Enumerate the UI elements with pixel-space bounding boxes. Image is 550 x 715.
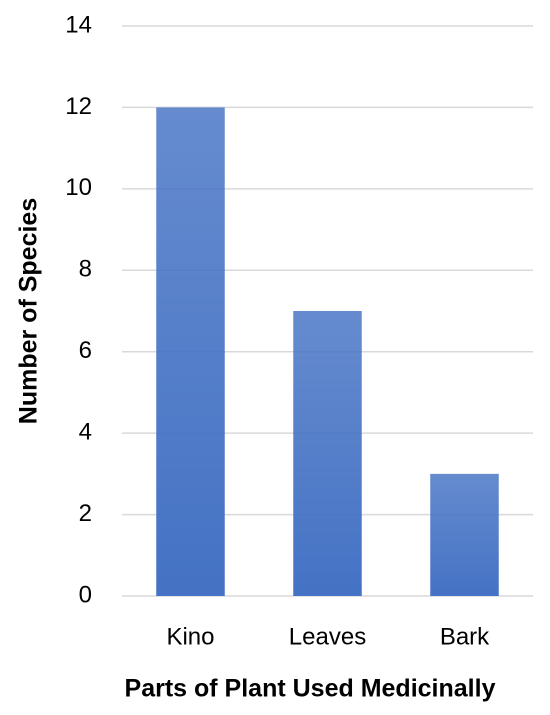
y-tick-label: 2 bbox=[79, 500, 92, 527]
y-tick-label: 0 bbox=[79, 581, 92, 608]
x-tick-label: Bark bbox=[440, 623, 490, 650]
y-tick-label: 6 bbox=[79, 337, 92, 364]
bar bbox=[156, 107, 225, 596]
bar bbox=[430, 473, 499, 596]
y-tick-label: 12 bbox=[65, 93, 92, 120]
y-tick-label: 10 bbox=[65, 174, 92, 201]
x-tick-label: Leaves bbox=[289, 623, 366, 650]
x-axis-title: Parts of Plant Used Medicinally bbox=[125, 675, 496, 703]
x-tick-label: Kino bbox=[166, 623, 214, 650]
y-axis-title: Number of Species bbox=[15, 198, 43, 424]
y-tick-label: 4 bbox=[79, 418, 92, 445]
y-tick-label: 8 bbox=[79, 256, 92, 283]
y-tick-label: 14 bbox=[65, 11, 92, 38]
bar bbox=[293, 311, 362, 596]
